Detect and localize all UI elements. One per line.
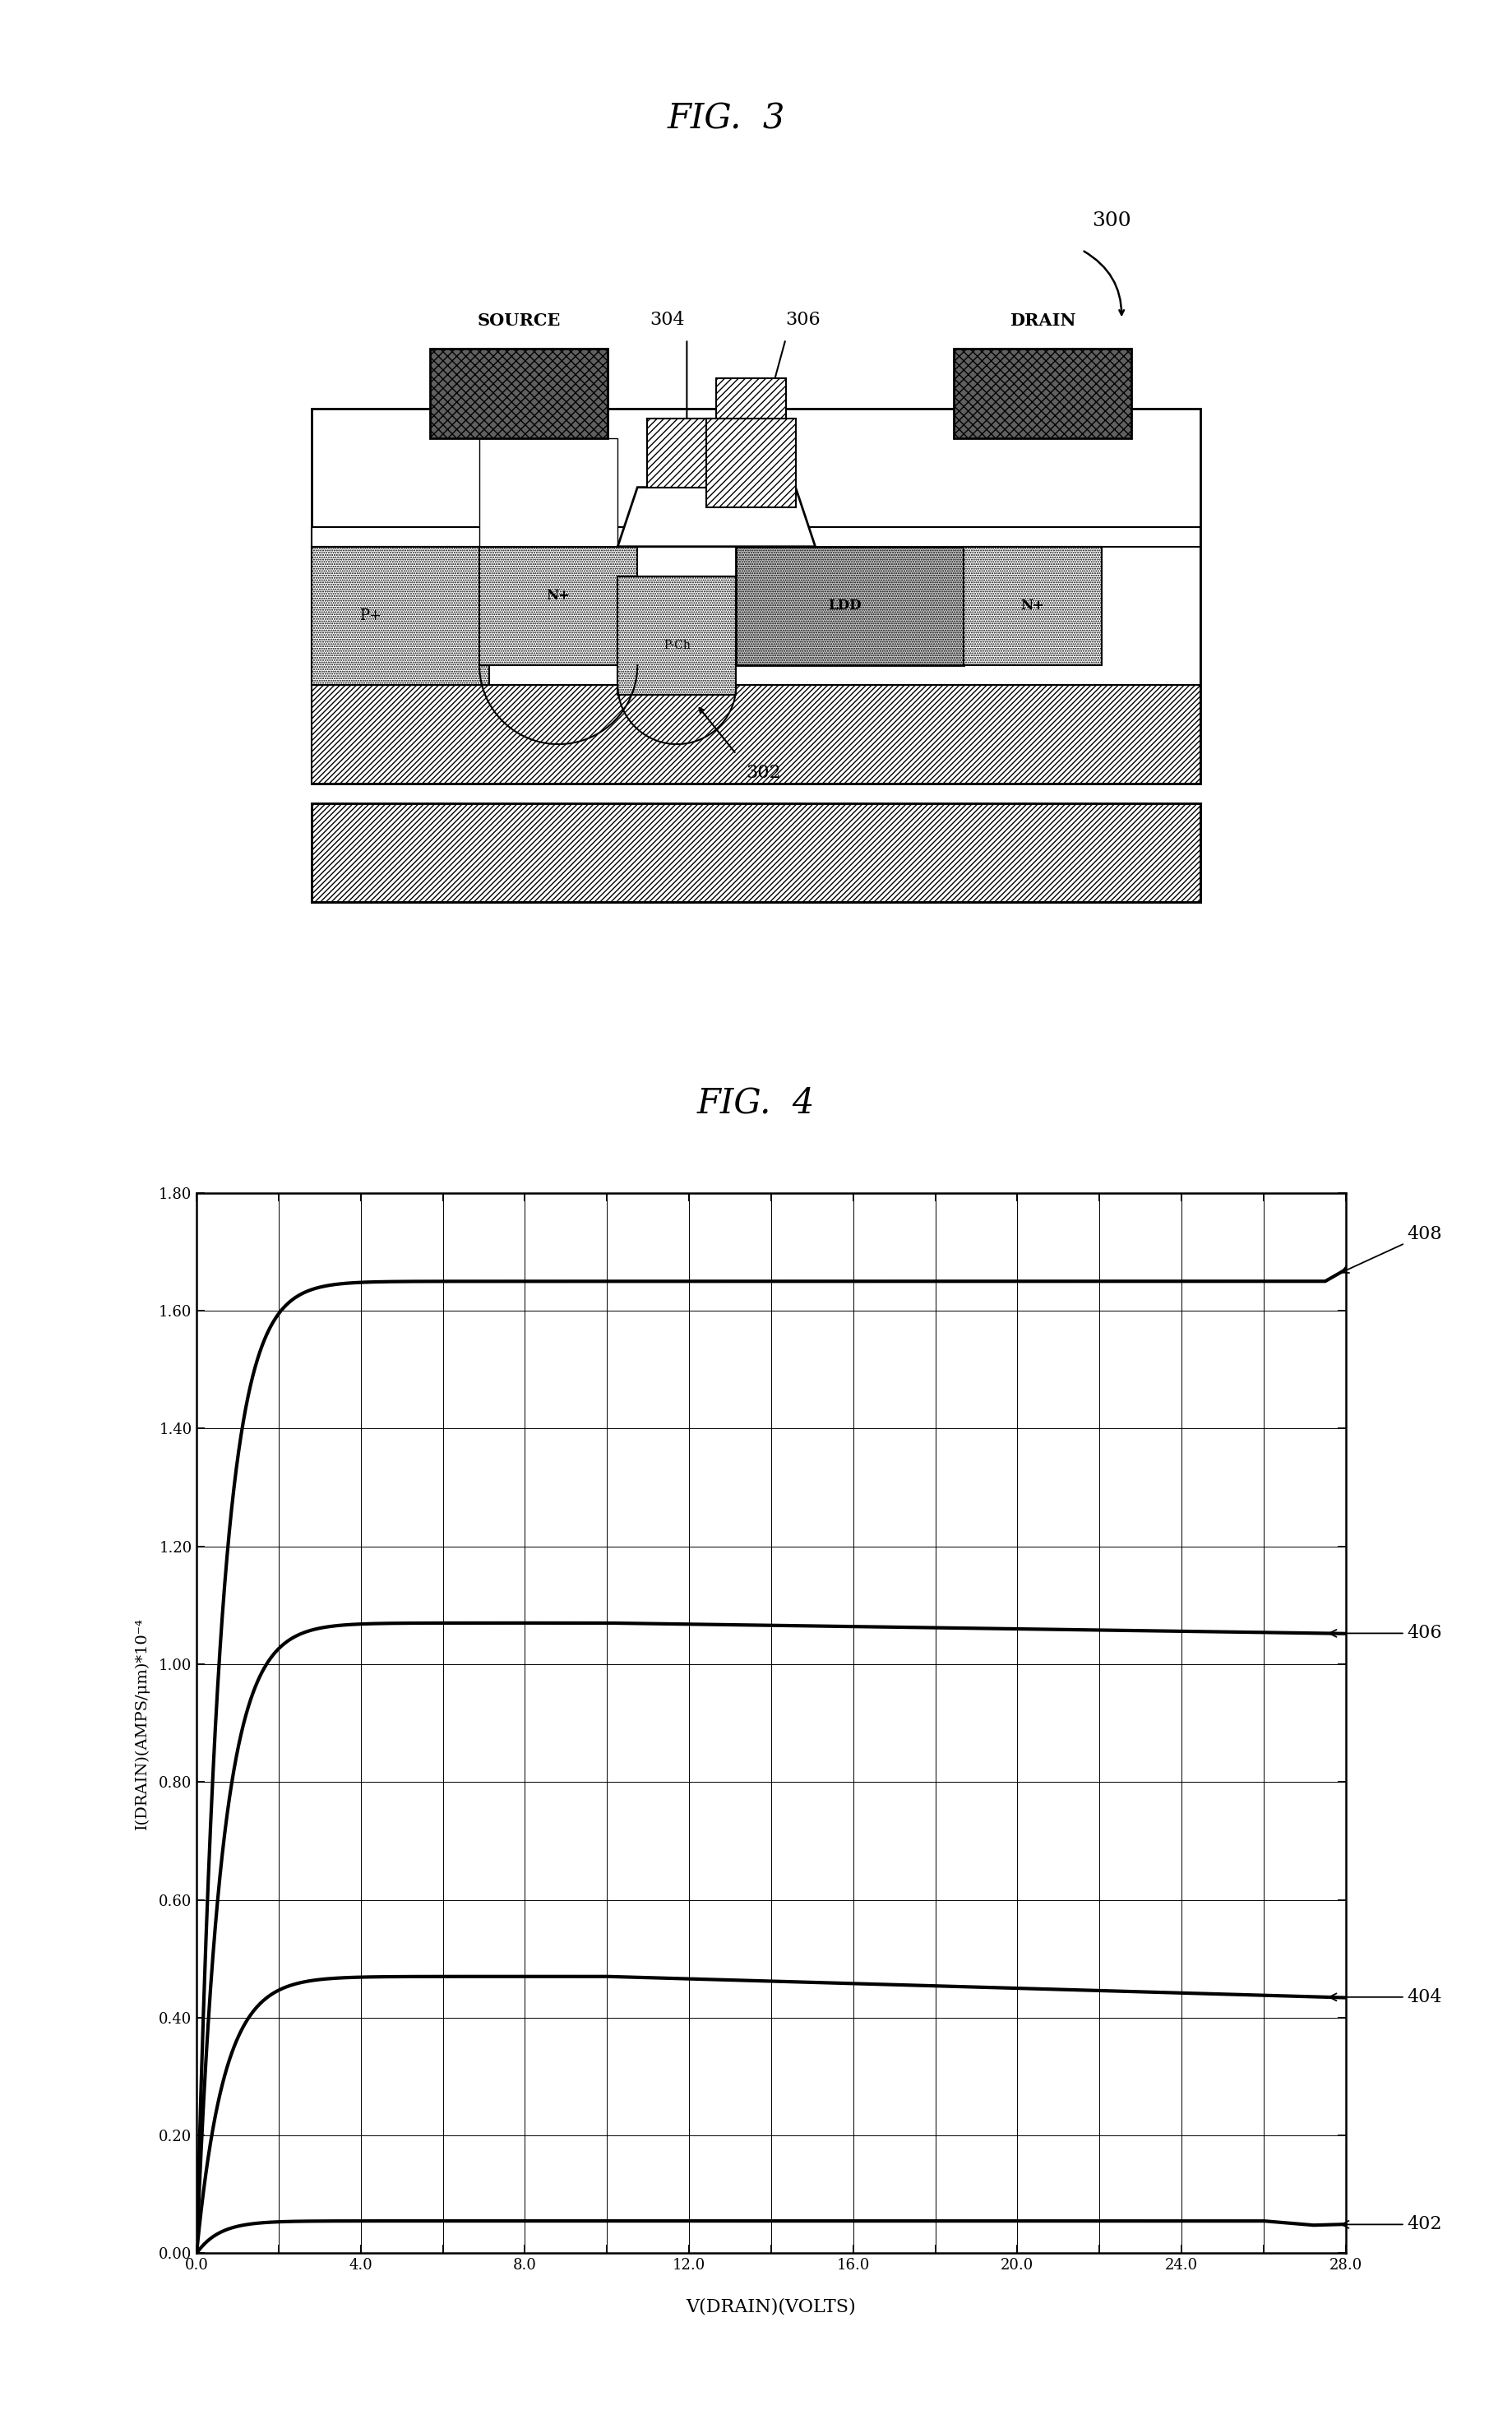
- Bar: [479, 439, 618, 547]
- Text: FIG.  4: FIG. 4: [697, 1087, 815, 1121]
- X-axis label: V(DRAIN)(VOLTS): V(DRAIN)(VOLTS): [686, 2297, 856, 2316]
- Text: P-Ch: P-Ch: [664, 639, 691, 651]
- Text: 402: 402: [1341, 2215, 1442, 2234]
- Bar: [736, 547, 963, 665]
- Bar: [706, 419, 795, 506]
- Text: LDD: LDD: [829, 598, 862, 612]
- Y-axis label: I(DRAIN)(AMPS/μm)*10⁻⁴: I(DRAIN)(AMPS/μm)*10⁻⁴: [135, 1617, 150, 1829]
- Bar: [311, 803, 1201, 901]
- Bar: [311, 528, 1201, 684]
- Text: 404: 404: [1329, 1988, 1442, 2005]
- Text: 406: 406: [1329, 1624, 1442, 1641]
- Text: DRAIN: DRAIN: [1010, 313, 1075, 330]
- Bar: [311, 684, 1201, 783]
- Text: N+: N+: [1021, 598, 1045, 612]
- Bar: [717, 378, 786, 419]
- Text: N+: N+: [546, 588, 570, 602]
- Text: 300: 300: [1092, 212, 1131, 231]
- Bar: [618, 576, 736, 694]
- Bar: [963, 547, 1102, 665]
- Bar: [311, 547, 490, 684]
- Text: 302: 302: [745, 764, 782, 783]
- Text: 306: 306: [786, 311, 821, 330]
- Bar: [429, 349, 608, 439]
- Text: 304: 304: [650, 311, 685, 330]
- Bar: [311, 803, 1201, 901]
- Polygon shape: [618, 487, 815, 547]
- Text: P+: P+: [360, 607, 381, 624]
- Bar: [647, 419, 717, 487]
- Text: FIG.  3: FIG. 3: [667, 101, 785, 137]
- Text: 408: 408: [1341, 1224, 1442, 1272]
- Bar: [954, 349, 1131, 439]
- Bar: [311, 407, 1201, 783]
- Bar: [479, 547, 638, 665]
- Text: SOURCE: SOURCE: [478, 313, 561, 330]
